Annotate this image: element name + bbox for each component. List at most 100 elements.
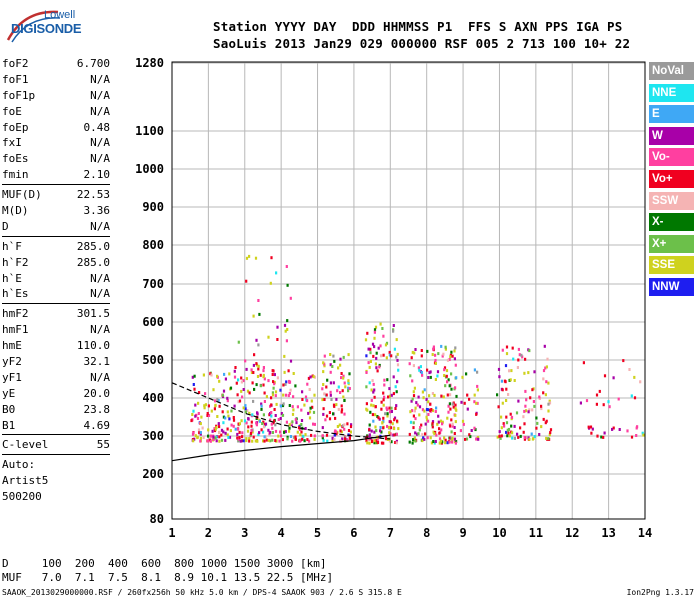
echo-point <box>531 437 534 441</box>
echo-point <box>374 425 377 429</box>
echo-point <box>442 395 445 399</box>
param-row: h`F 285.0 <box>2 239 110 255</box>
echo-point <box>214 427 217 431</box>
echo-point <box>377 416 380 420</box>
echo-point <box>536 421 539 425</box>
echo-point <box>255 383 258 387</box>
echo-point <box>321 436 324 440</box>
echo-point <box>332 381 335 385</box>
echo-point <box>430 408 433 411</box>
param-value: 0.48 <box>83 120 111 134</box>
param-value: N/A <box>90 104 110 118</box>
echo-point <box>498 434 501 438</box>
echo-point <box>502 422 505 426</box>
echo-point <box>289 388 292 392</box>
echo-point <box>390 393 393 397</box>
echo-point <box>191 375 194 379</box>
echo-point <box>454 346 457 350</box>
echo-point <box>237 400 240 404</box>
echo-point <box>236 427 240 431</box>
echo-point <box>250 371 253 374</box>
echo-point <box>454 441 457 445</box>
echo-point <box>349 430 352 434</box>
echo-point <box>376 441 380 444</box>
echo-point <box>475 437 478 441</box>
echo-point <box>226 396 229 400</box>
echo-point <box>229 429 232 433</box>
echo-point <box>549 428 553 432</box>
echo-point <box>192 431 195 435</box>
echo-point <box>216 398 219 402</box>
echo-point <box>368 381 371 385</box>
echo-point <box>395 441 398 445</box>
echo-point <box>528 437 531 441</box>
echo-point <box>420 354 423 358</box>
panel-separator <box>2 303 110 305</box>
echo-point <box>371 379 374 383</box>
legend-item-x-: X+ <box>649 234 694 253</box>
echo-point <box>257 343 260 347</box>
echo-point <box>426 368 429 372</box>
echo-point <box>448 358 451 361</box>
y-tick-label: 1280 <box>135 56 164 70</box>
echo-point <box>447 378 450 382</box>
echo-point <box>370 429 373 433</box>
echo-point <box>381 327 384 330</box>
echo-point <box>455 408 458 412</box>
echo-point <box>367 347 370 351</box>
echo-point <box>527 410 530 414</box>
echo-point <box>242 388 245 391</box>
echo-point <box>545 365 548 369</box>
param-row: D N/A <box>2 219 110 235</box>
echo-point <box>262 366 265 369</box>
echo-point <box>257 367 260 371</box>
echo-point <box>468 397 471 401</box>
param-value: 20.0 <box>83 386 111 400</box>
echo-point <box>220 438 224 442</box>
echo-point <box>465 437 469 441</box>
echo-point <box>248 439 251 443</box>
echo-point <box>535 426 538 430</box>
echo-point <box>420 423 423 427</box>
echo-point <box>213 399 217 403</box>
y-tick-label: 400 <box>142 391 164 405</box>
echo-point <box>336 425 339 428</box>
param-label: yE <box>2 386 16 400</box>
echo-point <box>432 347 435 351</box>
echo-point <box>442 352 445 356</box>
echo-point <box>375 351 378 355</box>
param-row: M(D) 3.36 <box>2 203 110 219</box>
file-info-footer: SAAOK_2013029000000.RSF / 260fx256h 50 k… <box>2 588 402 597</box>
echo-point <box>280 412 283 415</box>
echo-point <box>419 426 422 429</box>
echo-point <box>270 411 273 414</box>
echo-point <box>516 432 519 436</box>
echo-point <box>322 361 325 365</box>
echo-point <box>476 401 479 405</box>
echo-point <box>444 347 447 351</box>
echo-point <box>303 403 306 407</box>
echo-point <box>288 404 291 407</box>
echo-point <box>199 439 202 443</box>
echo-point <box>329 363 332 367</box>
echo-point <box>523 437 526 441</box>
echo-point <box>289 296 292 300</box>
echo-point <box>435 406 438 410</box>
echo-point <box>429 436 432 440</box>
echo-point <box>385 406 388 410</box>
echo-point <box>191 413 194 416</box>
echo-point <box>454 386 457 390</box>
echo-point <box>464 437 467 441</box>
param-row: MUF(D) 22.53 <box>2 187 110 203</box>
echo-point <box>373 395 376 399</box>
echo-point <box>417 366 420 370</box>
echo-point <box>393 433 396 437</box>
echo-point <box>460 400 463 404</box>
echo-point <box>232 424 235 428</box>
echo-point <box>325 433 329 437</box>
echo-point <box>368 437 371 441</box>
echo-point <box>590 431 593 435</box>
plot-frame <box>171 61 646 520</box>
echo-point <box>291 405 294 409</box>
param-label: hmF1 <box>2 323 29 337</box>
